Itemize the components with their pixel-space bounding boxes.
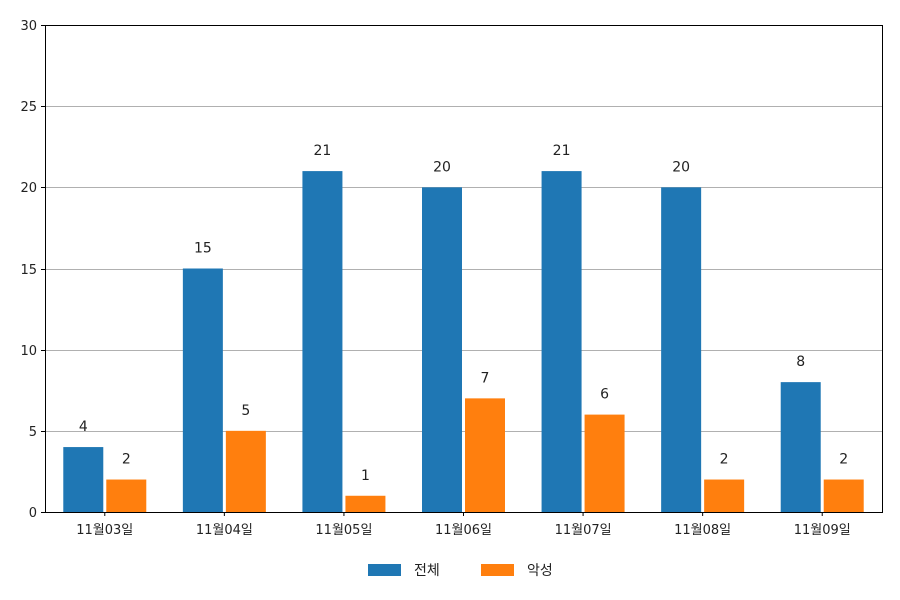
x-tick-label: 11월09일 bbox=[794, 523, 851, 538]
bar-malicious bbox=[704, 479, 745, 512]
bar-value-label: 7 bbox=[481, 370, 490, 386]
bar-malicious bbox=[106, 479, 147, 512]
bar-value-label: 2 bbox=[122, 452, 131, 468]
bar-value-label: 6 bbox=[600, 387, 609, 403]
bar-total bbox=[661, 187, 702, 513]
y-tick-label: 20 bbox=[20, 181, 37, 196]
legend-swatch bbox=[368, 564, 401, 576]
bar-value-label: 1 bbox=[361, 468, 370, 484]
bar-malicious bbox=[584, 414, 625, 512]
bar-total bbox=[302, 171, 343, 512]
y-tick-label: 30 bbox=[20, 19, 37, 34]
bar-total bbox=[63, 447, 104, 512]
bar-total bbox=[541, 171, 582, 512]
x-tick-label: 11월06일 bbox=[435, 523, 492, 538]
legend-swatch bbox=[481, 564, 514, 576]
bar-value-label: 2 bbox=[720, 452, 729, 468]
bar-malicious bbox=[465, 398, 505, 512]
bar-malicious bbox=[225, 430, 266, 512]
bar-value-label: 2 bbox=[839, 452, 848, 468]
gridlines bbox=[45, 106, 882, 432]
legend-label: 전체 bbox=[414, 563, 440, 579]
x-tick-label: 11월04일 bbox=[196, 523, 253, 538]
x-tick-label: 11월07일 bbox=[555, 523, 612, 538]
y-tick-label: 15 bbox=[20, 263, 37, 278]
bar-value-label: 20 bbox=[433, 159, 451, 175]
x-tick-label: 11월05일 bbox=[315, 523, 372, 538]
bar-total bbox=[422, 187, 462, 513]
y-tick-label: 25 bbox=[20, 100, 37, 115]
bar-value-label: 4 bbox=[79, 419, 88, 435]
x-tick-label: 11월03일 bbox=[76, 523, 133, 538]
y-tick-label: 0 bbox=[29, 506, 37, 521]
bar-value-label: 21 bbox=[553, 143, 571, 159]
data-labels: 4 2 15 5 21 1 20 7 21 6 20 2 8 2 bbox=[79, 143, 848, 484]
bar-value-label: 5 bbox=[241, 403, 250, 419]
legend: 전체 악성 bbox=[368, 563, 553, 579]
bar-malicious bbox=[823, 479, 864, 512]
x-tick-label: 11월08일 bbox=[674, 523, 731, 538]
legend-label: 악성 bbox=[527, 563, 553, 579]
bars bbox=[63, 171, 864, 513]
bar-value-label: 21 bbox=[314, 143, 332, 159]
y-tick-label: 10 bbox=[20, 344, 37, 359]
bar-value-label: 8 bbox=[796, 354, 805, 370]
bar-value-label: 20 bbox=[672, 159, 690, 175]
bar-value-label: 15 bbox=[194, 241, 212, 257]
y-tick-label: 5 bbox=[29, 425, 37, 440]
bar-total bbox=[182, 268, 223, 512]
bar-total bbox=[780, 382, 821, 512]
bar-malicious bbox=[345, 495, 386, 512]
